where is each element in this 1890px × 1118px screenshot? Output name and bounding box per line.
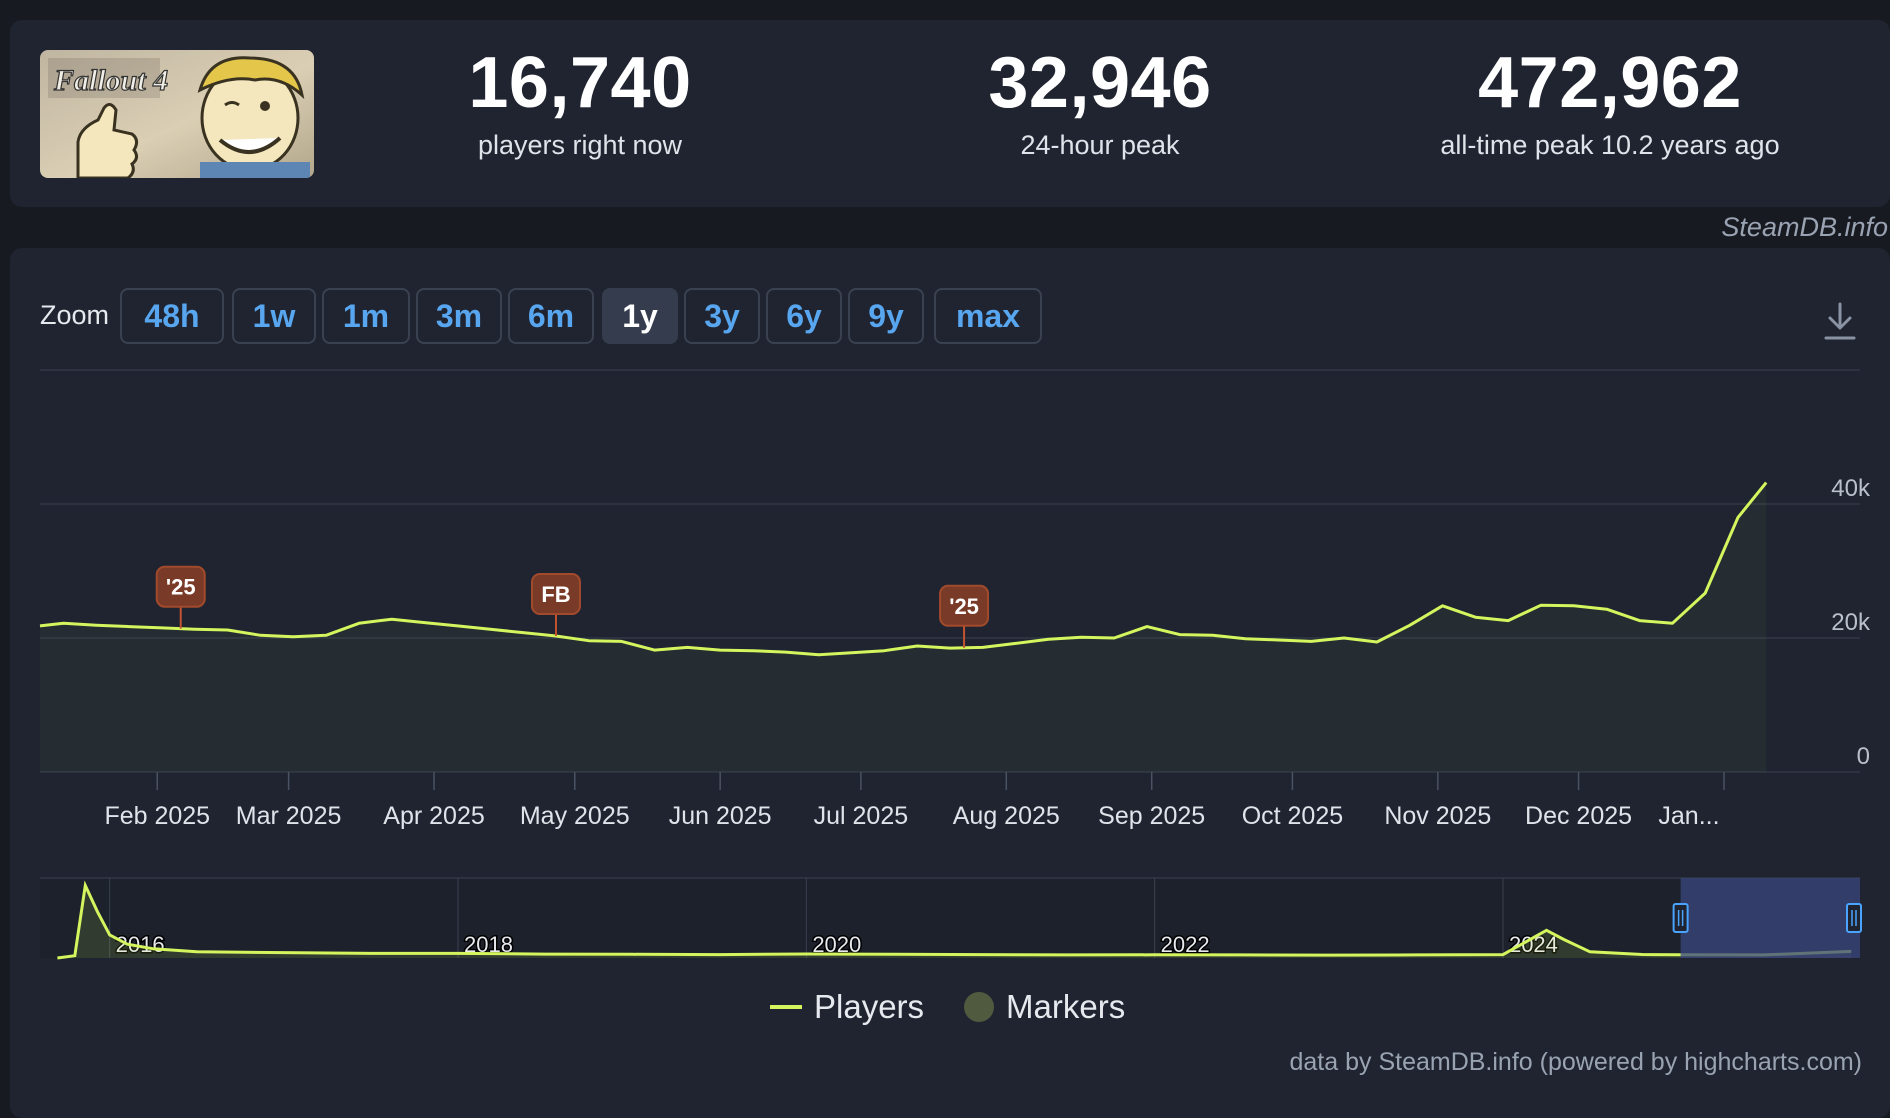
x-tick-label: Jul 2025 <box>814 802 909 830</box>
y-tick-label: 40k <box>1831 475 1871 502</box>
game-header-image[interactable]: Fallout 4 <box>40 50 314 178</box>
legend-line-swatch <box>770 1005 802 1009</box>
marker-flag <box>530 572 581 615</box>
legend-dot-swatch <box>964 992 995 1022</box>
y-tick-label: 20k <box>1831 609 1871 636</box>
game-logo-text: Fallout 4 <box>53 64 168 97</box>
players-series-line <box>39 481 1768 657</box>
zoom-label: Zoom <box>40 300 110 330</box>
x-tick-label: Sep 2025 <box>1098 802 1205 830</box>
legend-markers[interactable]: Markers <box>964 988 1125 1026</box>
stat-value: 16,740 <box>468 43 692 123</box>
stat-all-time-peak: 472,962 all-time peak 10.2 years ago <box>1390 43 1830 161</box>
x-tick-label: Jun 2025 <box>669 802 772 830</box>
download-icon[interactable] <box>1822 300 1858 342</box>
marker-label: '25 <box>166 575 196 600</box>
y-tick-label: 0 <box>1857 743 1870 770</box>
marker-label: FB <box>541 582 570 607</box>
legend-markers-label: Markers <box>1006 988 1126 1025</box>
navigator-background <box>40 878 1860 958</box>
stat-label: 24-hour peak <box>1020 129 1180 160</box>
navigator-tick-label: 2022 <box>1161 932 1210 957</box>
zoom-6y-button[interactable]: 6y <box>766 288 842 344</box>
x-tick-label: Nov 2025 <box>1384 802 1491 830</box>
chart-panel: Zoom 48h 1w 1m 3m 6m 1y 3y 6y 9y max 0 20… <box>10 248 1890 1118</box>
x-tick-label: Oct 2025 <box>1242 802 1343 830</box>
zoom-3y-button[interactable]: 3y <box>684 288 760 344</box>
zoom-1w-button[interactable]: 1w <box>232 288 316 344</box>
zoom-48h-button[interactable]: 48h <box>120 288 224 344</box>
stat-label: all-time peak 10.2 years ago <box>1440 129 1780 160</box>
x-tick-label: Apr 2025 <box>383 802 484 830</box>
stat-label: players right now <box>477 129 683 160</box>
zoom-1m-button[interactable]: 1m <box>322 288 410 344</box>
stat-value: 472,962 <box>1478 43 1742 123</box>
chart-credit-link[interactable]: data by SteamDB.info (powered by highcha… <box>1289 1048 1863 1076</box>
legend-players[interactable]: Players <box>770 988 924 1026</box>
x-tick-label: Jan... <box>1658 802 1719 830</box>
x-tick-label: Dec 2025 <box>1525 802 1632 830</box>
marker-flag <box>939 584 990 627</box>
stats-panel: Fallout 4 16,740 players right now 32,94… <box>10 20 1890 207</box>
navigator-series-line <box>57 880 1852 960</box>
zoom-3m-button[interactable]: 3m <box>416 288 502 344</box>
x-tick-label: Mar 2025 <box>236 802 342 830</box>
x-tick-label: Feb 2025 <box>104 802 210 830</box>
navigator-tick-label: 2016 <box>116 932 165 957</box>
stat-players-now: 16,740 players right now <box>420 43 740 161</box>
zoom-9y-button[interactable]: 9y <box>848 288 924 344</box>
zoom-max-button[interactable]: max <box>934 288 1042 344</box>
navigator-handle[interactable] <box>1846 903 1862 933</box>
x-tick-label: Aug 2025 <box>953 802 1060 830</box>
x-tick-label: May 2025 <box>520 802 630 830</box>
player-count-chart[interactable]: 0 20k 40k Feb 2025 Mar 2025 Apr 2025 May 2025 J… <box>10 248 1890 988</box>
navigator-selection[interactable] <box>1680 878 1860 958</box>
legend-players-label: Players <box>814 988 925 1025</box>
chart-legend: Players Markers <box>770 988 1125 1026</box>
stat-24h-peak: 32,946 24-hour peak <box>930 43 1270 161</box>
stat-value: 32,946 <box>988 43 1212 123</box>
navigator-handle[interactable] <box>1672 903 1689 933</box>
marker-flag <box>155 565 206 608</box>
zoom-1y-button[interactable]: 1y <box>602 288 678 344</box>
steamdb-credit-link[interactable]: SteamDB.info <box>1721 212 1888 242</box>
zoom-6m-button[interactable]: 6m <box>508 288 594 344</box>
marker-label: '25 <box>949 594 979 619</box>
game-logo-image: Fallout 4 <box>40 50 314 178</box>
players-area <box>40 482 1767 772</box>
